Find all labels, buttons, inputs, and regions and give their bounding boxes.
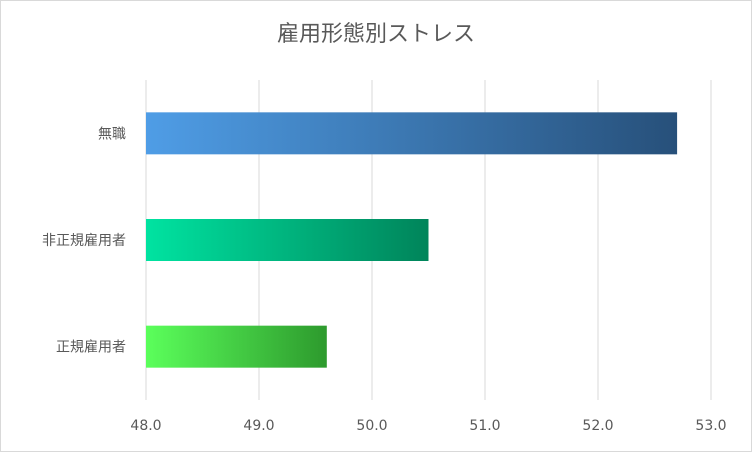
x-tick-label: 49.0 bbox=[243, 418, 274, 434]
chart-title: 雇用形態別ストレス bbox=[276, 22, 475, 47]
category-label: 非正規雇用者 bbox=[42, 232, 126, 249]
bar-0 bbox=[146, 112, 678, 155]
category-label: 正規雇用者 bbox=[56, 339, 126, 356]
x-tick-label: 50.0 bbox=[356, 418, 387, 434]
bar-2 bbox=[146, 325, 327, 368]
x-tick-label: 53.0 bbox=[695, 418, 726, 434]
bar-1 bbox=[146, 219, 429, 261]
x-tick-label: 48.0 bbox=[130, 418, 161, 434]
category-label: 無職 bbox=[98, 126, 126, 142]
x-tick-label: 51.0 bbox=[469, 418, 500, 434]
x-tick-label: 52.0 bbox=[582, 418, 613, 434]
